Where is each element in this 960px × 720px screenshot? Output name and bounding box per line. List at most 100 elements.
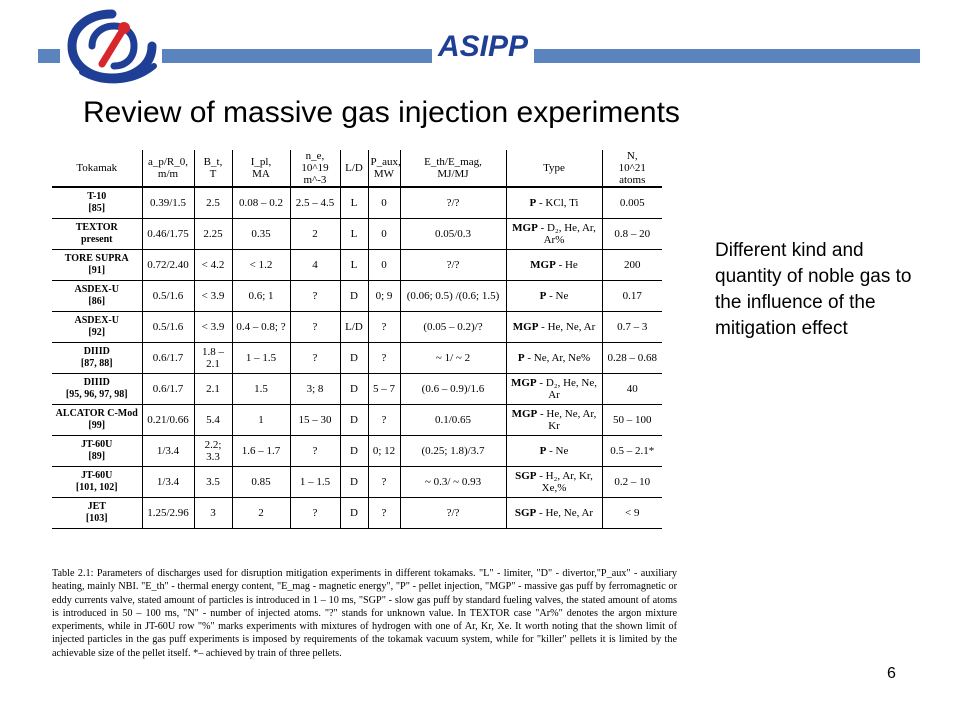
cell-atoms: 50 – 100	[601, 404, 662, 436]
injection-type-code: P	[517, 352, 525, 364]
header-bar-left	[38, 49, 60, 63]
cell-ip: 1.5	[231, 373, 291, 405]
cell-eth: ~ 0.3/ ~ 0.93	[399, 466, 507, 498]
cell-ne: 1 – 1.5	[289, 466, 341, 498]
tokamak-reference: [86]	[88, 296, 106, 307]
cell-paux: ?	[367, 466, 401, 498]
cell-ratio: 0.6/1.7	[141, 342, 195, 374]
injection-gas-list: - He, Ne, Ar	[538, 321, 596, 333]
cell-ne: 3; 8	[289, 373, 341, 405]
cell-ne: ?	[289, 311, 341, 343]
column-header-label: Type	[543, 162, 565, 174]
tokamak-cell: JT-60U [101, 102]	[52, 466, 143, 498]
column-header: I_pl, MA	[231, 150, 290, 188]
column-header-unit: T	[209, 168, 217, 180]
cell-bt: 2.25	[193, 218, 233, 250]
table-row: ALCATOR C-Mod [99] 0.21/0.66 5.4 1 15 – 30 D? 0…	[52, 404, 662, 436]
cell-type: MGP - D₂, He, Ar, Ar%	[505, 218, 603, 250]
table-row: TORE SUPRA [91] 0.72/2.40 < 4.2 < 1.2 4 L 0 ?/? M…	[52, 249, 662, 281]
injection-gas-list: - KCl, Ti	[536, 197, 579, 209]
injection-type-code: SGP	[515, 470, 537, 482]
side-note: Different kind and quantity of noble gas…	[715, 240, 912, 339]
cell-paux: 0	[367, 218, 401, 250]
cell-paux: ?	[367, 342, 401, 374]
tokamak-cell: ASDEX-U [86]	[52, 280, 143, 312]
cell-atoms: 200	[601, 249, 662, 281]
cell-atoms: 0.8 – 20	[601, 218, 662, 250]
table-row: JT-60U [101, 102] 1/3.4 3.5 0.85 1 – 1.5 D? ~ 0…	[52, 466, 662, 498]
injection-gas-list: - He	[555, 259, 578, 271]
cell-ld: D	[339, 497, 369, 529]
cell-ratio: 0.46/1.75	[141, 218, 195, 250]
cell-atoms: 40	[601, 373, 662, 405]
table-row: ASDEX-U [92] 0.5/1.6 < 3.9 0.4 – 0.8; ?? L/D?…	[52, 311, 662, 343]
cell-ip: 0.08 – 0.2	[231, 186, 291, 219]
tokamak-name: T-10	[87, 191, 107, 202]
column-header-label: L/D	[345, 162, 363, 174]
column-header-unit: m/m	[157, 168, 179, 180]
column-header-label: N,	[626, 150, 638, 162]
slide-title: Review of massive gas injection experime…	[83, 96, 680, 129]
cell-ld: D	[339, 404, 369, 436]
cell-eth: (0.05 – 0.2)/?	[399, 311, 507, 343]
cell-eth: ?/?	[399, 497, 507, 529]
cell-ip: 0.4 – 0.8; ?	[231, 311, 291, 343]
cell-bt: 2.2; 3.3	[193, 435, 233, 467]
tokamak-reference: [89]	[88, 451, 106, 462]
column-header-unit: MW	[373, 168, 395, 180]
injection-gas-list: - Ne	[546, 290, 569, 302]
tokamak-name: TORE SUPRA	[64, 253, 129, 264]
column-header: B_t, T	[193, 150, 232, 188]
cell-ne: ?	[289, 497, 341, 529]
cell-bt: < 3.9	[193, 280, 233, 312]
tokamak-cell: JT-60U [89]	[52, 435, 143, 467]
cell-bt: 1.8 – 2.1	[193, 342, 233, 374]
cell-ne: 2.5 – 4.5	[289, 186, 341, 219]
column-header: Tokamak	[52, 150, 142, 188]
column-header: a_p/R_0, m/m	[141, 150, 194, 188]
tokamak-cell: T-10 [85]	[52, 186, 143, 219]
cell-ip: 1.6 – 1.7	[231, 435, 291, 467]
cell-atoms: 0.28 – 0.68	[601, 342, 662, 374]
cell-eth: ?/?	[399, 249, 507, 281]
cell-eth: ~ 1/ ~ 2	[399, 342, 507, 374]
cell-atoms: 0.7 – 3	[601, 311, 662, 343]
table-row: T-10 [85] 0.39/1.5 2.5 0.08 – 0.2 2.5 – 4.5 L 0…	[52, 186, 662, 219]
cell-paux: ?	[367, 311, 401, 343]
cell-ratio: 1.25/2.96	[141, 497, 195, 529]
tokamak-name: JT-60U	[81, 439, 113, 450]
tokamak-cell: TORE SUPRA [91]	[52, 249, 143, 281]
tokamak-name: TEXTOR	[75, 222, 118, 233]
tokamak-reference: [91]	[88, 265, 106, 276]
cell-type: P - Ne	[505, 280, 603, 312]
page-number: 6	[887, 665, 896, 682]
cell-ld: L	[339, 186, 369, 219]
cell-ne: 4	[289, 249, 341, 281]
cell-ip: 0.6; 1	[231, 280, 291, 312]
experiments-table: Tokamak a_p/R_0, m/m B_t, T I_pl, MA n_e, 10^19 …	[52, 150, 662, 529]
injection-type-code: MGP	[511, 408, 538, 420]
tokamak-reference: [87, 88]	[80, 358, 113, 369]
tokamak-cell: JET [103]	[52, 497, 143, 529]
cell-paux: ?	[367, 404, 401, 436]
cell-ip: 1 – 1.5	[231, 342, 291, 374]
column-header-label: E_th/E_mag,	[424, 156, 482, 168]
tokamak-cell: ALCATOR C-Mod [99]	[52, 404, 143, 436]
asipp-logo-icon	[67, 9, 157, 84]
cell-bt: 5.4	[193, 404, 233, 436]
table-header-row: Tokamak a_p/R_0, m/m B_t, T I_pl, MA n_e, 10^19 …	[52, 150, 662, 188]
cell-ne: ?	[289, 342, 341, 374]
cell-type: SGP - H₂, Ar, Kr, Xe,%	[505, 466, 603, 498]
tokamak-reference: present	[81, 234, 113, 245]
cell-ld: L	[339, 249, 369, 281]
column-header: N, 10^21 atoms	[601, 150, 662, 188]
cell-paux: 0; 9	[367, 280, 401, 312]
table-row: ASDEX-U [86] 0.5/1.6 < 3.9 0.6; 1? D 0; 9 (0.06…	[52, 280, 662, 312]
cell-ld: D	[339, 373, 369, 405]
column-header-label: I_pl,	[250, 156, 272, 168]
column-header-label: Tokamak	[76, 162, 118, 174]
column-header-label: P_aux,	[370, 156, 401, 168]
cell-type: SGP - He, Ne, Ar	[505, 497, 603, 529]
column-header-label: n_e,	[305, 150, 325, 162]
tokamak-cell: DIIID [95, 96, 97, 98]	[52, 373, 143, 405]
